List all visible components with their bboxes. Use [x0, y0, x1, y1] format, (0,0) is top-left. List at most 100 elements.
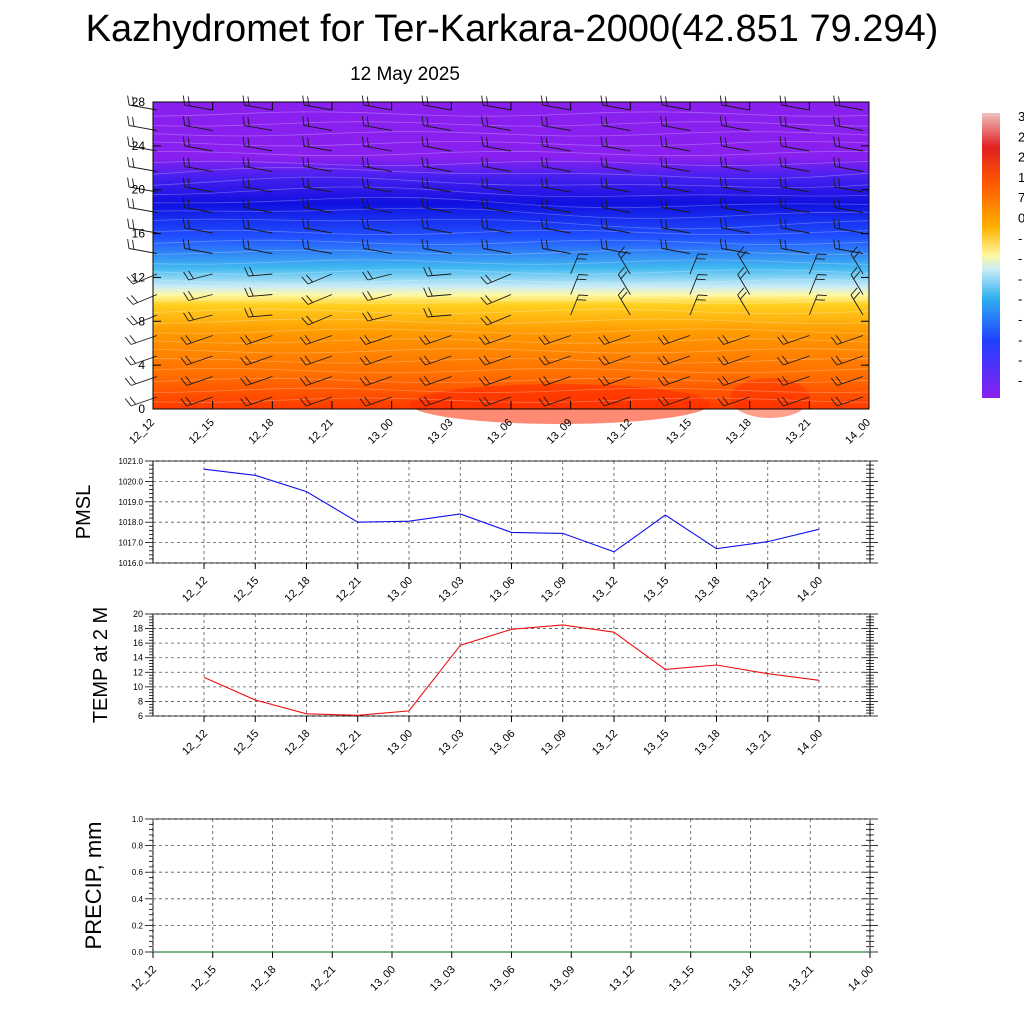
wind-barb	[299, 396, 333, 407]
barb-feather	[600, 198, 603, 208]
barb-feather	[188, 291, 194, 300]
barb-feather	[478, 357, 486, 366]
barb-feather	[299, 377, 307, 386]
barb-feather	[697, 274, 708, 276]
barb-feather	[545, 219, 549, 229]
wind-barb	[182, 177, 213, 193]
wind-barb	[478, 376, 512, 386]
barb-shaft	[689, 274, 699, 295]
wind-barb	[737, 287, 751, 316]
wind-barb	[299, 355, 333, 366]
barb-feather	[244, 355, 252, 364]
wind-barb	[242, 157, 273, 172]
barb-feather	[362, 312, 369, 322]
barb-feather	[132, 96, 135, 106]
barb-feather	[367, 311, 373, 321]
wind-barb	[540, 116, 571, 131]
barb-feather	[617, 246, 625, 255]
wind-barb	[830, 355, 864, 366]
wind-barb	[617, 267, 631, 295]
wind-barb	[240, 335, 273, 345]
wind-barb	[833, 136, 864, 152]
wind-barb	[657, 335, 691, 345]
colorbar-label: 0	[1018, 211, 1024, 226]
x-tick-label: 13_03	[436, 728, 466, 758]
wind-barb	[600, 177, 631, 193]
wind-barb	[127, 198, 158, 213]
barb-feather	[784, 178, 787, 188]
wind-barb	[719, 116, 750, 131]
wind-barbs	[124, 95, 864, 407]
barb-feather	[182, 157, 186, 167]
barb-feather	[486, 137, 489, 147]
barb-feather	[662, 355, 670, 364]
barb-feather	[132, 157, 135, 168]
wind-barb	[719, 218, 750, 234]
x-tick-label: 12_15	[187, 417, 217, 447]
wind-barb	[717, 396, 750, 407]
x-tick-label: 13_21	[783, 417, 813, 447]
wind-barb	[660, 198, 691, 213]
barb-feather	[722, 376, 729, 385]
barb-feather	[486, 96, 489, 106]
barb-feather	[299, 398, 307, 407]
barb-feather	[697, 294, 708, 297]
barb-feather	[717, 377, 725, 386]
wind-barb	[299, 376, 333, 386]
page-title: Kazhydromet for Ter-Karkara-2000(42.851 …	[85, 8, 939, 50]
x-tick-label: 12_15	[231, 728, 261, 758]
x-tick-label: 13_21	[744, 575, 774, 605]
barb-feather	[187, 96, 191, 106]
barb-feather	[127, 218, 130, 229]
barb-feather	[486, 157, 489, 168]
barb-feather	[132, 219, 135, 229]
wind-barb	[242, 177, 273, 193]
barb-feather	[188, 270, 194, 280]
wind-barb	[779, 136, 810, 152]
barb-feather	[304, 396, 312, 405]
wind-barb	[600, 136, 631, 152]
wind-barb	[423, 287, 452, 297]
isotherm-line	[152, 387, 870, 393]
y-tick-label: 12	[133, 667, 143, 677]
barb-feather	[306, 295, 313, 303]
wind-barb	[481, 95, 512, 111]
barb-feather	[132, 137, 135, 147]
x-tick-label: 13_09	[539, 575, 569, 605]
barb-feather	[182, 177, 186, 188]
barb-shaft	[570, 274, 580, 295]
barb-feather	[853, 271, 861, 280]
barb-feather	[540, 218, 544, 229]
barb-feather	[421, 157, 424, 167]
barb-feather	[600, 136, 603, 147]
wind-barb	[719, 95, 750, 111]
isotherm-line	[152, 176, 870, 188]
barb-feather	[129, 376, 137, 385]
wind-barb	[833, 218, 864, 234]
barb-feather	[129, 335, 137, 344]
barb-feather	[481, 136, 484, 147]
wind-barb	[421, 177, 452, 193]
isotherm-line	[152, 131, 870, 137]
wind-barb	[419, 396, 452, 407]
barb-feather	[838, 116, 841, 127]
wind-barb	[361, 136, 392, 152]
barb-feather	[602, 376, 610, 385]
barb-shaft	[188, 314, 213, 322]
x-tick-label: 13_15	[667, 964, 697, 994]
barb-feather	[784, 137, 787, 147]
barb-feather	[779, 116, 782, 126]
barb-shaft	[570, 294, 580, 316]
wind-barb	[598, 376, 631, 386]
barb-feather	[576, 258, 587, 260]
barb-feather	[304, 335, 312, 344]
barb-feather	[817, 253, 827, 256]
warm-core	[410, 384, 710, 424]
barb-feather	[419, 357, 426, 366]
barb-shaft	[307, 294, 333, 305]
x-tick-label: 12_12	[129, 964, 159, 994]
x-tick-label: 13_18	[693, 575, 723, 605]
barb-feather	[361, 198, 365, 208]
barb-feather	[307, 137, 310, 147]
